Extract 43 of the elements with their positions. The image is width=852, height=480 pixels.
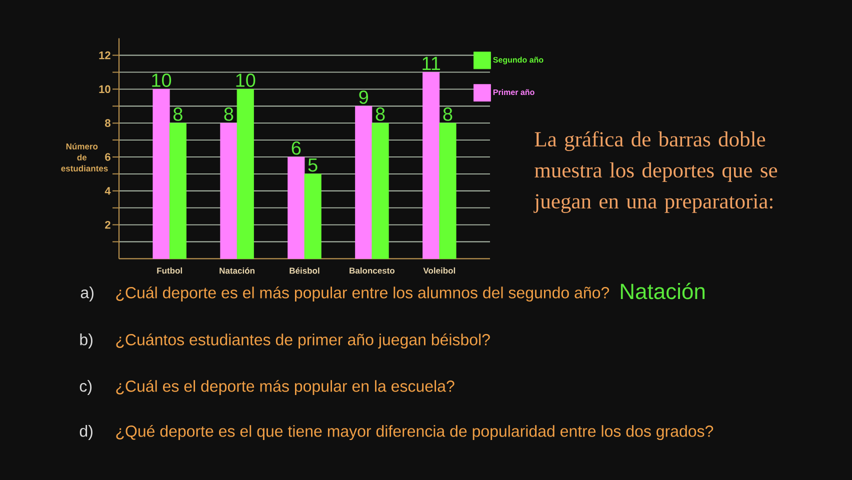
data-label: 8 [443,107,452,121]
text: ¿Cuántos estudiantes de primer año juegan béisbol? [116,333,490,349]
data-label: 6 [292,141,301,155]
text: ¿Cuál deporte es el más popular entre los alumnos del segundo año? [116,286,610,302]
bar [439,122,456,259]
x-tick-label: Voleibol [423,267,456,274]
y-tick-label: 2 [105,220,110,229]
text: Natación [620,282,705,300]
x-tick-label: Natación [220,267,254,274]
text: ¿Cuál es el deporte más popular en la escuela? [116,380,454,396]
legend-label: Segundo año [493,56,544,64]
x-tick-label: Béisbol [290,267,320,274]
bar [355,106,372,259]
data-label: 8 [224,107,234,121]
y-tick-label: 10 [99,85,110,94]
text: b) [80,334,92,348]
text: La gráfica de barras doble muestra los deportes que se juegan en una preparatoria: [534,131,778,213]
text: d) [80,425,92,440]
data-label: 11 [422,56,440,70]
x-tick-label: Baloncesto [350,267,395,274]
data-label: 5 [308,158,318,172]
data-label: 10 [152,74,172,87]
bar [422,72,440,259]
bar [236,88,254,259]
bar [220,122,238,259]
bar [152,88,170,259]
bar [372,122,389,259]
y-tick-label: 4 [104,187,111,195]
bar [304,174,322,259]
bar [169,122,186,259]
y-tick-label: 8 [105,119,110,127]
x-tick-label: Futbol [157,267,182,274]
text: a) [80,286,94,302]
bar [288,156,305,259]
data-label: 9 [359,90,368,104]
y-tick-label: 6 [105,153,110,161]
data-label: 10 [236,74,256,87]
data-label: 8 [173,107,182,121]
text: c) [80,380,92,395]
text: ¿Qué deporte es el que tiene mayor diferencia de popularidad entre los dos grados? [116,424,714,440]
data-label: 8 [376,107,385,121]
legend-label: Primer año [493,89,534,96]
y-tick-label: 12 [99,51,110,60]
